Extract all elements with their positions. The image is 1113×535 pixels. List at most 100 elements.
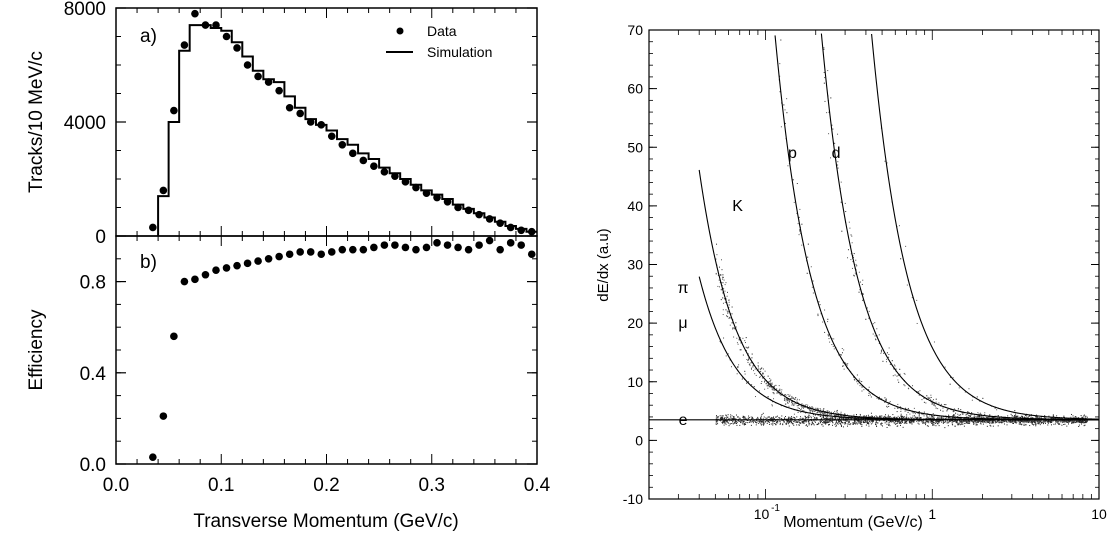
dedx-point [940, 418, 942, 420]
dedx-point [901, 420, 903, 422]
dedx-point [1041, 421, 1043, 423]
dedx-point [900, 421, 902, 423]
dedx-point [1010, 420, 1012, 422]
dedx-point [948, 421, 950, 423]
dedx-point [814, 416, 816, 418]
dedx-point [909, 422, 911, 424]
dedx-point [755, 374, 757, 376]
dedx-point [790, 398, 792, 400]
dedx-point [787, 421, 789, 423]
dedx-point [991, 421, 993, 423]
dedx-point [728, 418, 730, 420]
dedx-point [914, 415, 916, 417]
dedx-point [790, 422, 792, 424]
dedx-point [952, 411, 954, 413]
dedx-point [1023, 416, 1025, 418]
dedx-point [1035, 425, 1037, 427]
dedx-point [779, 63, 781, 65]
data-point [443, 198, 452, 206]
dedx-point [745, 337, 747, 339]
dedx-point [931, 403, 933, 405]
dedx-point [887, 414, 889, 416]
dedx-point [886, 162, 888, 164]
dedx-point [738, 420, 740, 422]
dedx-point [978, 416, 980, 418]
dedx-point [768, 421, 770, 423]
dedx-point [725, 309, 727, 311]
dedx-point [826, 422, 828, 424]
dedx-point [773, 398, 775, 400]
data-point [517, 226, 526, 235]
dedx-point [826, 410, 828, 412]
dedx-point [818, 423, 820, 425]
dedx-point [973, 423, 975, 425]
dedx-point [802, 417, 804, 419]
dedx-point [874, 322, 876, 324]
dedx-point [972, 422, 974, 424]
dedx-point [1015, 415, 1017, 417]
dedx-point [1074, 422, 1076, 424]
dedx-point [840, 354, 842, 356]
dedx-point [787, 394, 789, 396]
dedx-point [969, 415, 971, 417]
dedx-point [807, 416, 809, 418]
dedx-point [804, 405, 806, 407]
dedx-point [854, 420, 856, 422]
dedx-point [767, 421, 769, 423]
dedx-point [808, 415, 810, 417]
dedx-point [1021, 420, 1023, 422]
dedx-point [785, 400, 787, 402]
dedx-point [868, 389, 870, 391]
dedx-point [822, 412, 824, 414]
dedx-point [723, 420, 725, 422]
dedx-point [965, 420, 967, 422]
dedx-point [929, 415, 931, 417]
dedx-point [959, 423, 961, 425]
dedx-point [926, 420, 928, 422]
data-point [254, 72, 262, 81]
dedx-point [989, 414, 991, 416]
dedx-point [817, 315, 819, 317]
dedx-point [881, 422, 883, 424]
dedx-point [800, 409, 802, 411]
dedx-point [1037, 420, 1039, 422]
dedx-point [1078, 417, 1080, 419]
dedx-point [970, 420, 972, 422]
dedx-point [860, 418, 862, 420]
dedx-point [798, 407, 800, 409]
dedx-point [932, 417, 934, 419]
dedx-point [802, 410, 804, 412]
dedx-point [971, 418, 973, 420]
dedx-point [825, 415, 827, 417]
dedx-point [790, 421, 792, 423]
dedx-point [744, 370, 746, 372]
dedx-point [784, 416, 786, 418]
dedx-point [817, 414, 819, 416]
dedx-point [831, 414, 833, 416]
dedx-point [933, 422, 935, 424]
dedx-point [825, 423, 827, 425]
dedx-point [923, 415, 925, 417]
efficiency-point [464, 245, 473, 254]
dedx-point [1083, 415, 1085, 417]
dedx-point [889, 363, 891, 365]
dedx-point [950, 376, 952, 378]
dedx-point [835, 418, 837, 420]
dedx-point [892, 421, 894, 423]
dedx-point [896, 375, 898, 377]
panel-b-y-axis-title: Efficiency [26, 309, 47, 390]
x-tick-label: 0.1 [208, 475, 234, 496]
dedx-point [869, 416, 871, 418]
dedx-point [935, 407, 937, 409]
dedx-point [865, 415, 867, 417]
dedx-point [1061, 418, 1063, 420]
dedx-point [971, 399, 973, 401]
dedx-point [965, 422, 967, 424]
dedx-point [903, 417, 905, 419]
dedx-point [834, 422, 836, 424]
efficiency-point [454, 243, 462, 252]
dedx-point [742, 377, 744, 379]
dedx-point [732, 418, 734, 420]
dedx-point [1014, 416, 1016, 418]
dedx-point [983, 421, 985, 423]
